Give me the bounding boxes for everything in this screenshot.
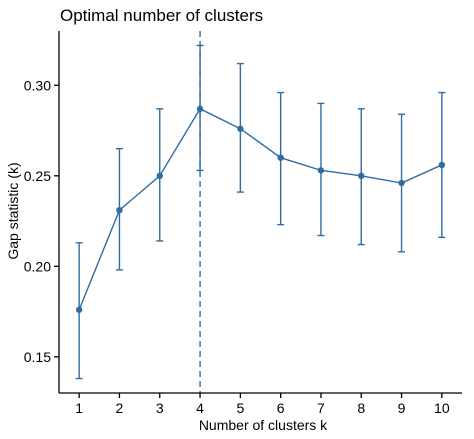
data-point [438, 161, 446, 169]
y-tick-label: 0.30 [24, 77, 51, 93]
data-point [277, 154, 284, 161]
y-axis-label: Gap statistic (k) [5, 162, 21, 259]
y-axis: 0.15 0.20 0.25 0.30 [24, 31, 60, 393]
x-tick-label: 7 [317, 400, 325, 416]
chart-title: Optimal number of clusters [60, 6, 263, 25]
x-axis-label: Number of clusters k [199, 417, 328, 433]
data-point [75, 306, 83, 313]
x-tick-label: 3 [156, 400, 164, 416]
x-tick-label: 5 [236, 400, 244, 416]
plot-area [75, 31, 446, 393]
data-point [358, 172, 365, 179]
x-axis: 1 2 3 4 5 6 7 8 9 10 [59, 392, 462, 416]
data-point [116, 206, 123, 214]
y-tick-label: 0.25 [24, 168, 51, 184]
x-tick-label: 8 [357, 400, 365, 416]
x-tick-label: 6 [277, 400, 285, 416]
x-tick-label: 1 [75, 400, 83, 416]
data-point [317, 167, 325, 174]
data-point [196, 105, 204, 113]
data-point [237, 125, 244, 132]
x-tick-label: 10 [434, 400, 450, 416]
series-line [78, 107, 443, 311]
x-tick-label: 4 [196, 400, 204, 416]
data-point [156, 172, 163, 179]
x-tick-label: 9 [398, 400, 406, 416]
y-tick-label: 0.15 [24, 349, 51, 365]
y-tick-label: 0.20 [24, 258, 51, 274]
data-point [398, 179, 405, 187]
x-tick-label: 2 [116, 400, 124, 416]
